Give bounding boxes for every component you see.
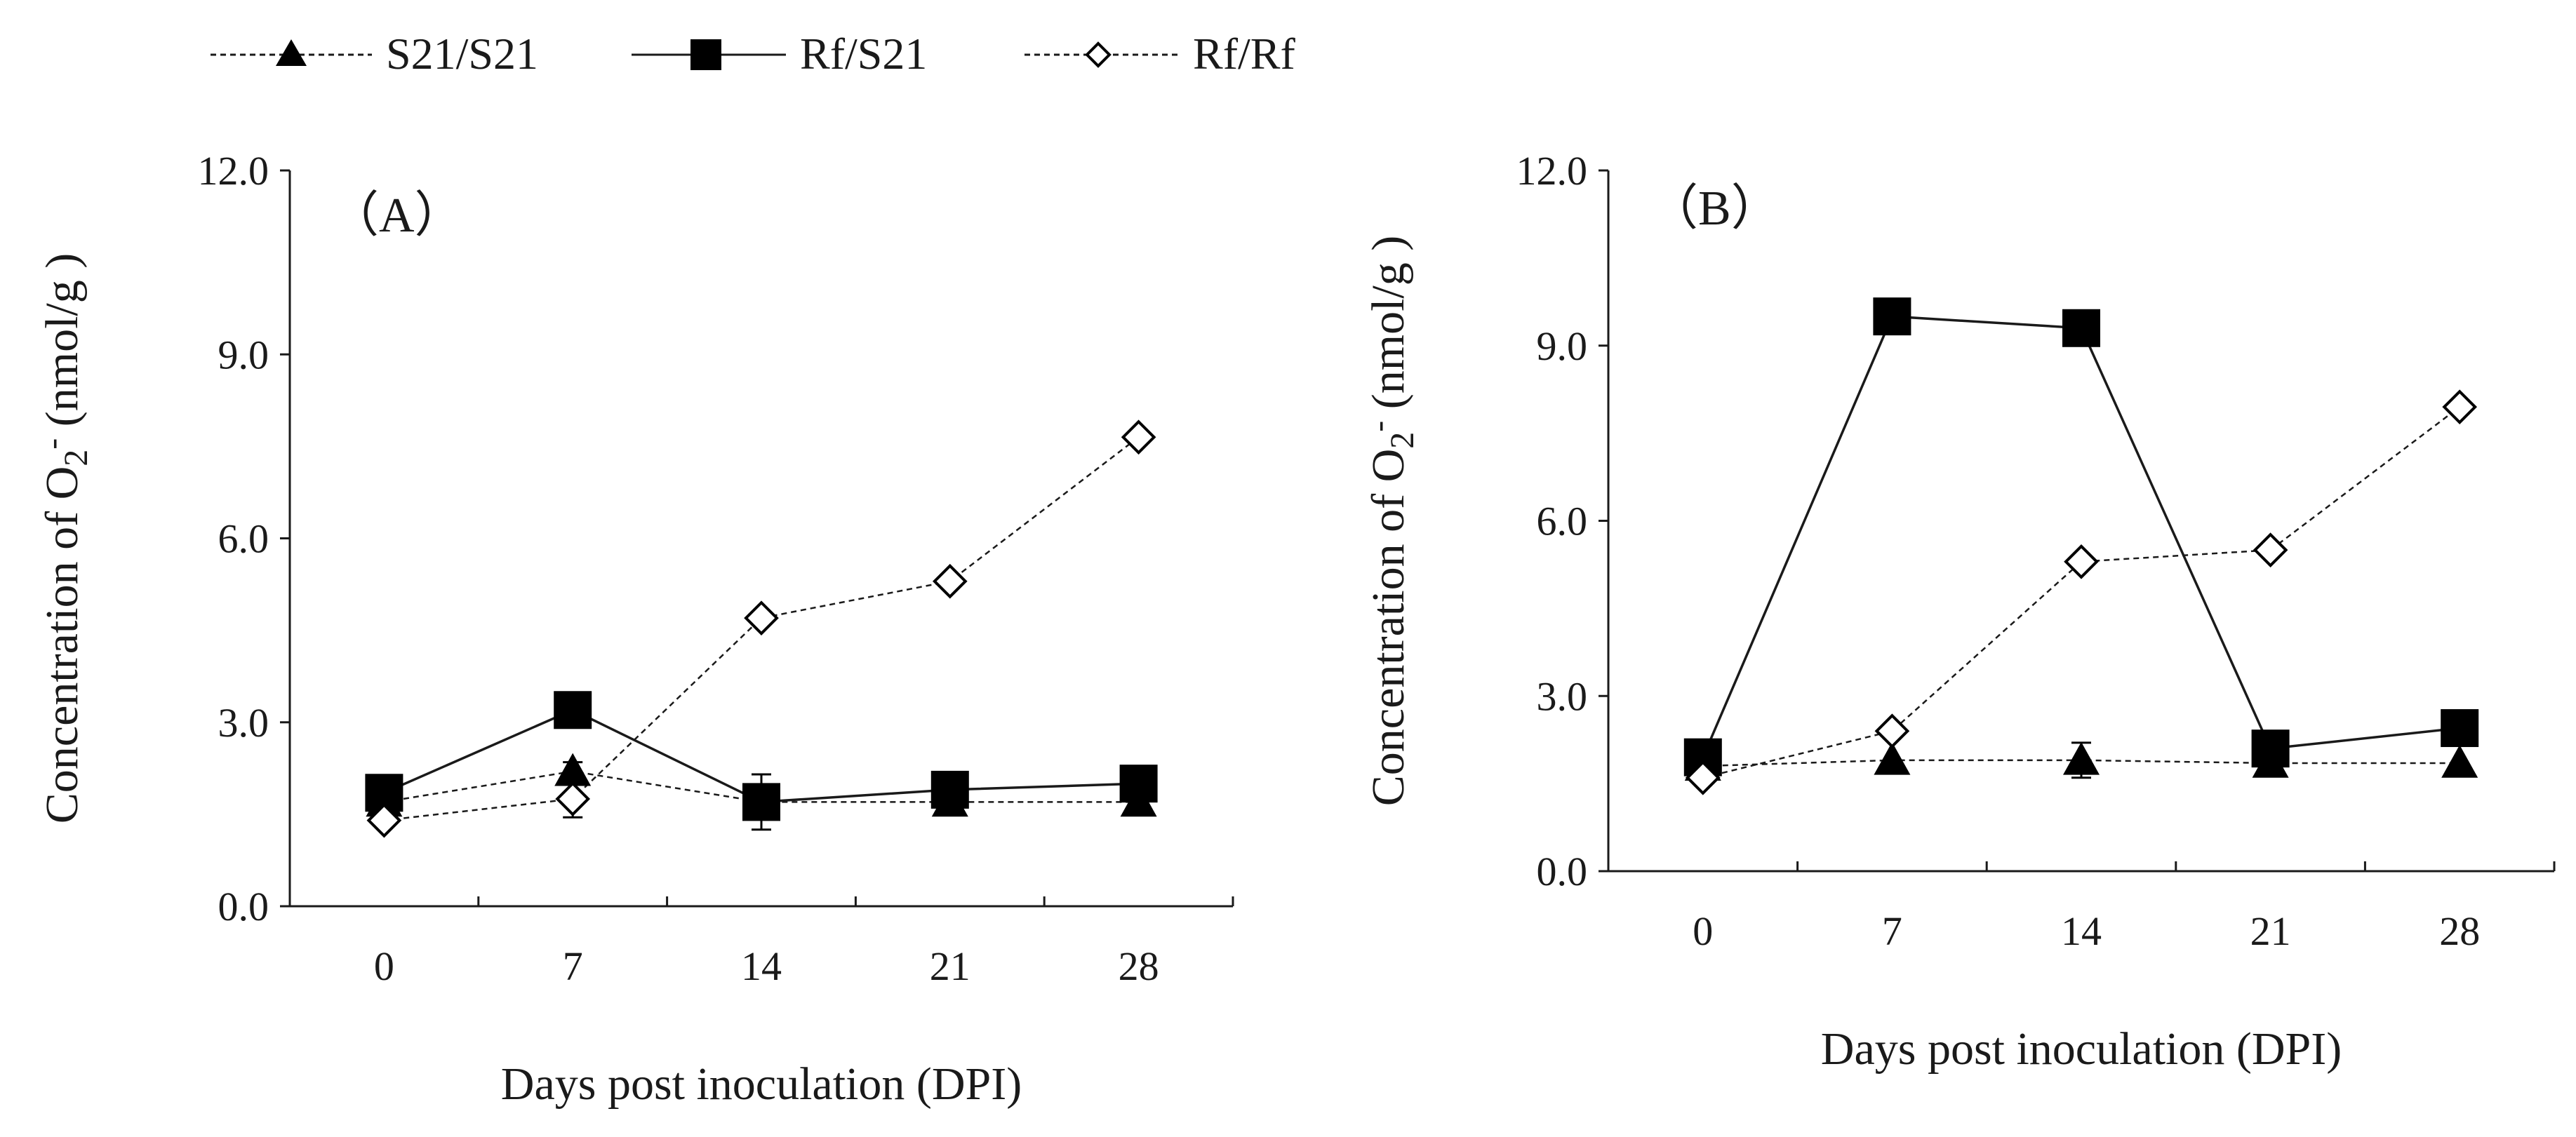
panel-b-chart: 0.0 3.0 6.0 9.0 12.0 0 7 14 21 28 Days post inocul… xyxy=(1360,148,2556,1075)
legend-item-s21-s21: S21/S21 xyxy=(211,29,538,79)
panel-b-point-rf-rf xyxy=(2253,532,2288,567)
panel-a-series-line-s21-s21 xyxy=(384,770,1139,803)
panel-a-x-tick-label: 7 xyxy=(563,943,583,989)
panel-a-y-tick-label: 3.0 xyxy=(218,700,269,746)
panel-b-point-rf-s21 xyxy=(2062,309,2100,347)
panel-b-y-tick-label: 6.0 xyxy=(1537,499,1588,544)
panel-b-label: （B） xyxy=(1649,182,1780,236)
panel-a-label: （A） xyxy=(330,189,464,243)
panel-b-x-tick-label: 28 xyxy=(2439,908,2480,954)
panel-a-point-rf-s21 xyxy=(742,783,780,821)
panel-b-series-line-rf-s21 xyxy=(1702,315,2460,758)
legend-marker-triangle xyxy=(276,39,307,66)
panel-a-point-rf-rf xyxy=(366,802,402,838)
panel-b-x-tick-label: 21 xyxy=(2250,908,2291,954)
panel-a-point-rf-rf xyxy=(1121,419,1156,455)
panel-a-x-tick-label: 28 xyxy=(1119,943,1159,989)
panel-a-point-rf-rf xyxy=(932,563,968,599)
panel-b-x-tick-label: 14 xyxy=(2061,908,2102,954)
panel-b-point-rf-rf xyxy=(1874,713,1910,749)
panel-a-point-rf-rf xyxy=(744,600,779,635)
panel-b-x-tick-label: 0 xyxy=(1693,908,1713,954)
panel-b-y-axis-title: Concentration of O2- (nmol/g ) xyxy=(1360,236,1421,807)
panel-b-y-tick-label: 12.0 xyxy=(1516,148,1588,194)
legend-marker-diamond xyxy=(1085,41,1112,68)
panel-a-chart: 0.0 3.0 6.0 9.0 12.0 0 7 14 21 28 Days post inocul… xyxy=(34,148,1234,1110)
panel-a-point-rf-s21 xyxy=(554,691,592,729)
panel-b-point-rf-rf xyxy=(1685,760,1721,795)
panel-b-y-tick-label: 3.0 xyxy=(1537,673,1588,719)
panel-a-point-rf-s21 xyxy=(1119,765,1158,803)
panel-a-point-rf-s21 xyxy=(930,770,969,809)
panel-b-x-tick-label: 7 xyxy=(1882,908,1902,954)
panel-a-series-line-rf-rf xyxy=(384,436,1140,821)
panel-a-y-tick-label: 6.0 xyxy=(218,516,269,562)
panel-a-x-tick-label: 14 xyxy=(741,943,782,989)
panel-b-point-s21-s21 xyxy=(2441,744,2478,778)
panel-b-point-s21-s21 xyxy=(1874,741,1911,775)
panel-a-x-tick-label: 0 xyxy=(374,943,394,989)
legend-label-rf-rf: Rf/Rf xyxy=(1193,29,1295,79)
panel-a-y-tick-label: 0.0 xyxy=(218,884,269,929)
panel-b-point-rf-s21 xyxy=(2251,729,2290,768)
panel-b-point-s21-s21 xyxy=(2063,741,2100,775)
panel-b-x-axis-title: Days post inoculation (DPI) xyxy=(1821,1023,2342,1075)
legend-label-rf-s21: Rf/S21 xyxy=(800,29,927,79)
panel-a-y-axis-title: Concentration of O2- (nmol/g ) xyxy=(34,253,95,824)
panel-a-y-tick-label: 9.0 xyxy=(218,332,269,377)
panel-b-y-tick-label: 9.0 xyxy=(1537,323,1588,369)
panel-b-point-rf-rf xyxy=(2442,389,2478,424)
legend-item-rf-rf: Rf/Rf xyxy=(1025,29,1295,79)
legend: S21/S21 Rf/S21 Rf/Rf xyxy=(211,29,1295,79)
panel-a-x-axis-title: Days post inoculation (DPI) xyxy=(501,1058,1022,1110)
panel-a-y-tick-label: 12.0 xyxy=(198,148,269,194)
legend-label-s21-s21: S21/S21 xyxy=(386,29,538,79)
panel-b-series-line-rf-rf xyxy=(1702,406,2460,779)
panel-b-y-tick-label: 0.0 xyxy=(1537,849,1588,894)
panel-a-point-s21-s21 xyxy=(554,753,592,786)
panel-b-point-rf-rf xyxy=(2064,544,2099,579)
legend-marker-square xyxy=(690,39,721,70)
panel-b-point-rf-s21 xyxy=(1873,297,1911,336)
panel-a-x-tick-label: 21 xyxy=(930,943,970,989)
panel-b-point-rf-s21 xyxy=(2441,709,2479,748)
panel-a-point-rf-rf xyxy=(555,781,591,816)
legend-item-rf-s21: Rf/S21 xyxy=(632,29,927,79)
